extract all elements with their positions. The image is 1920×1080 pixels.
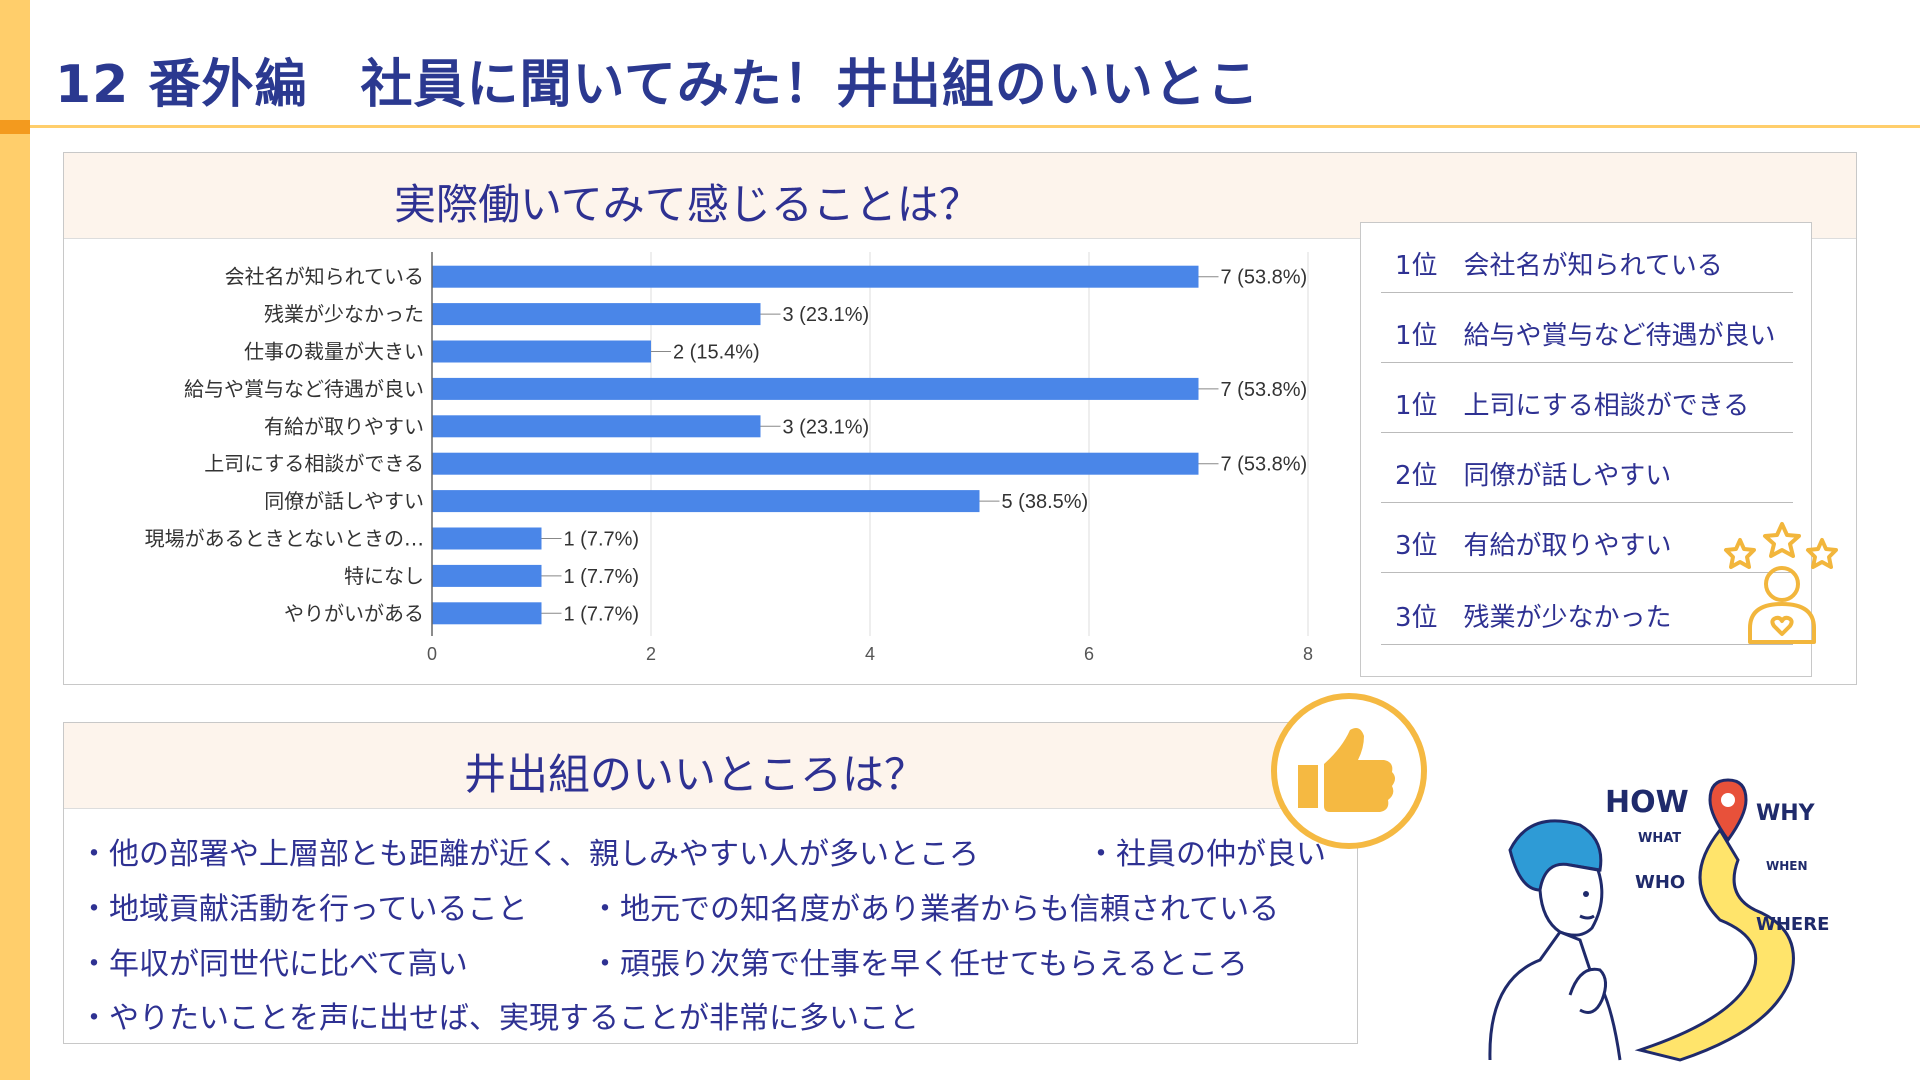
thumbs-up-icon: [1271, 693, 1427, 849]
illustration-word: HOW: [1605, 785, 1689, 820]
ranking-row: 1位 上司にする相談ができる: [1381, 363, 1793, 433]
good-points-title: 井出組のいいところは？: [464, 750, 927, 799]
data-label: 7 (53.8%): [1221, 454, 1308, 476]
illustration-word: WHAT: [1638, 831, 1681, 846]
bar: [432, 452, 1199, 475]
category-label: 現場があるときとないときの…: [145, 527, 424, 551]
bar: [432, 490, 980, 513]
illustration-word: WHEN: [1766, 859, 1808, 873]
ranking-text: 3位 有給が取りやすい: [1395, 531, 1672, 561]
left-accent-bar: [0, 0, 30, 1080]
category-label: 上司にする相談ができる: [204, 452, 424, 476]
data-label: 1 (7.7%): [564, 603, 640, 625]
x-tick-label: 2: [646, 644, 656, 664]
illustration-word: WHERE: [1756, 914, 1829, 935]
thinking-person-illustration: HOW WHY WHAT WHEN WHO WHERE: [1488, 778, 1829, 1062]
bar: [432, 564, 542, 587]
ranking-text: 3位 残業が少なかった: [1395, 603, 1672, 633]
good-point-item: ・頑張り次第で仕事を早く任せてもらえるところ: [590, 947, 1248, 982]
x-tick-label: 8: [1303, 644, 1313, 664]
ranking-row: 1位 給与や賞与など待遇が良い: [1381, 293, 1793, 363]
category-label: 仕事の裁量が大きい: [244, 340, 424, 364]
good-point-item: ・年収が同世代に比べて高い: [79, 947, 468, 982]
bar: [432, 340, 651, 363]
ranking-text: 1位 上司にする相談ができる: [1395, 391, 1750, 421]
title-underline: [30, 125, 1920, 128]
good-point-item: ・地元での知名度があり業者からも信頼されている: [590, 892, 1280, 927]
category-label: 給与や賞与など待遇が良い: [184, 377, 424, 401]
data-label: 7 (53.8%): [1221, 379, 1308, 401]
illustration-word: WHY: [1756, 801, 1816, 826]
x-tick-label: 4: [865, 644, 875, 664]
ranking-row: 3位 残業が少なかった: [1381, 575, 1793, 645]
ranking-text: 1位 会社名が知られている: [1395, 251, 1723, 281]
ranking-text: 2位 同僚が話しやすい: [1395, 461, 1672, 491]
ranking-row: 3位 有給が取りやすい: [1381, 503, 1793, 573]
bar: [432, 303, 761, 326]
good-point-item: ・社員の仲が良い: [1086, 837, 1326, 872]
good-point-item: ・地域貢献活動を行っていること: [79, 892, 528, 927]
ranking-text: 1位 給与や賞与など待遇が良い: [1395, 321, 1776, 351]
category-label: やりがいがある: [284, 601, 424, 625]
bar: [432, 527, 542, 550]
x-tick-label: 0: [427, 644, 437, 664]
person-stars-icon: [1724, 522, 1838, 644]
x-tick-label: 6: [1084, 644, 1094, 664]
category-label: 有給が取りやすい: [264, 414, 424, 438]
bar: [432, 602, 542, 625]
survey-bar-chart: 0 2 4 6 8 会社名が知られている 7 (53.8%) 残業が少なかった 3 (23.1%…: [145, 252, 1313, 664]
ranking-row: 2位 同僚が話しやすい: [1381, 433, 1793, 503]
category-label: 特になし: [344, 564, 424, 588]
data-label: 3 (23.1%): [783, 304, 870, 326]
bar: [432, 265, 1199, 288]
good-points-panel: 井出組のいいところは？ ・他の部署や上層部とも距離が近く、親しみやすい人が多いと…: [63, 722, 1358, 1044]
survey-title: 実際働いてみて感じることは？: [394, 180, 981, 229]
good-points-header: 井出組のいいところは？: [64, 723, 1357, 809]
illustration-word: WHO: [1635, 872, 1685, 893]
category-label: 残業が少なかった: [264, 302, 424, 326]
data-label: 3 (23.1%): [783, 416, 870, 438]
ranking-box: 1位 会社名が知られている 1位 給与や賞与など待遇が良い 1位 上司にする相談…: [1360, 222, 1812, 677]
data-label: 1 (7.7%): [564, 566, 640, 588]
category-label: 会社名が知られている: [225, 265, 424, 289]
left-accent-marker: [0, 120, 30, 134]
data-label: 5 (38.5%): [1002, 491, 1089, 513]
good-point-item: ・他の部署や上層部とも距離が近く、親しみやすい人が多いところ: [79, 837, 979, 872]
data-label: 1 (7.7%): [564, 529, 640, 551]
page-title: 12 番外編 社員に聞いてみた！井出組のいいとこ: [55, 55, 1260, 115]
good-point-item: ・やりたいことを声に出せば、実現することが非常に多いこと: [79, 1001, 919, 1036]
data-label: 2 (15.4%): [673, 342, 760, 364]
bar: [432, 415, 761, 438]
data-label: 7 (53.8%): [1221, 267, 1308, 289]
bar: [432, 377, 1199, 400]
ranking-row: 1位 会社名が知られている: [1381, 223, 1793, 293]
category-label: 同僚が話しやすい: [264, 489, 424, 513]
